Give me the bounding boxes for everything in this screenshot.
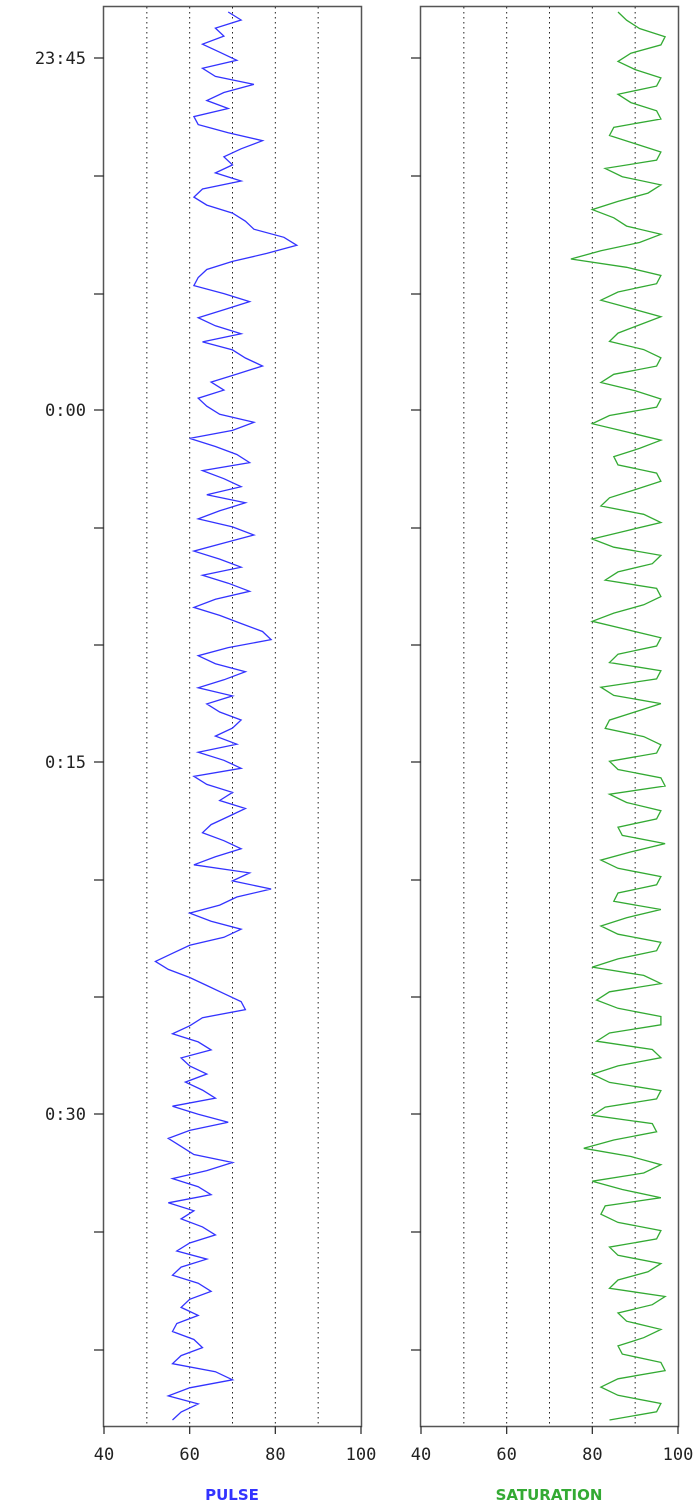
pulse-x-tick-label: 100 [346,1445,377,1465]
saturation-x-tick-label: 100 [663,1445,694,1465]
saturation-plot-area [419,5,680,1428]
saturation-x-tick-label: 80 [582,1445,602,1465]
time-label: 0:30 [45,1105,86,1125]
saturation-x-axis: 40 60 80 100 [411,1426,694,1465]
pulse-time-ticks [94,57,104,1351]
time-label: 0:15 [45,753,86,773]
time-label: 23:45 [35,49,86,69]
pulse-x-tick-label: 80 [265,1445,285,1465]
time-axis-labels: 23:45 0:00 0:15 0:30 [35,49,86,1125]
saturation-time-ticks [411,57,421,1351]
pulse-series-line [154,11,299,1421]
saturation-series-line [570,11,667,1421]
time-label: 0:00 [45,401,86,421]
pulse-x-axis: 40 60 80 100 [94,1426,377,1465]
saturation-title: SATURATION [496,1486,603,1504]
saturation-x-tick-label: 40 [411,1445,431,1465]
pulse-x-tick-label: 40 [94,1445,114,1465]
saturation-x-tick-label: 60 [496,1445,516,1465]
pulse-x-tick-label: 60 [179,1445,199,1465]
pulse-title: PULSE [205,1486,259,1504]
